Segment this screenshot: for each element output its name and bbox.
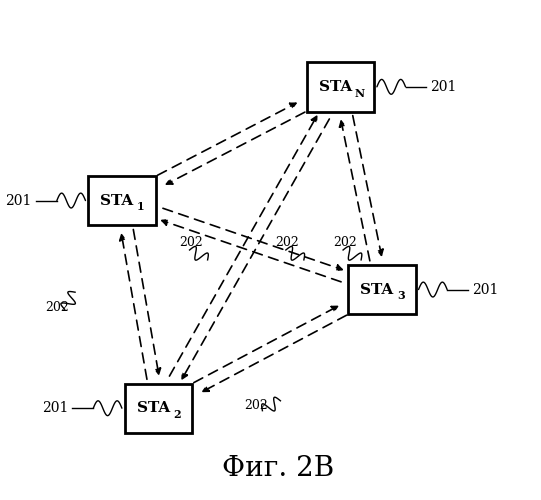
Text: 202: 202 [245,399,268,412]
FancyBboxPatch shape [307,62,374,112]
Text: 201: 201 [431,80,457,94]
Text: 1: 1 [137,202,144,212]
Text: 201: 201 [42,401,68,415]
Text: Фиг. 2В: Фиг. 2В [222,456,334,482]
FancyBboxPatch shape [88,176,156,226]
Text: STA: STA [319,80,352,94]
FancyBboxPatch shape [124,384,192,433]
Text: N: N [354,88,364,99]
Text: STA: STA [136,401,170,415]
Text: 201: 201 [5,194,32,207]
Text: 202: 202 [45,302,69,314]
Text: STA: STA [360,282,393,296]
Text: STA: STA [100,194,133,207]
FancyBboxPatch shape [348,265,416,314]
Text: 2: 2 [173,409,181,420]
Text: 201: 201 [472,282,498,296]
Text: 202: 202 [333,236,357,249]
Text: 3: 3 [397,290,405,302]
Text: 202: 202 [179,236,203,249]
Text: 202: 202 [275,236,299,249]
